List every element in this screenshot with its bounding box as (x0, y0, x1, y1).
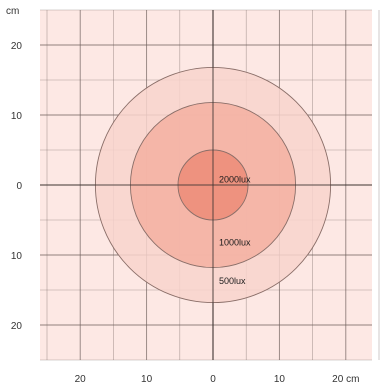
illuminance-zones (40, 10, 372, 360)
y-tick-label: 10 (11, 111, 23, 122)
y-tick-label: 0 (16, 181, 22, 192)
y-axis-unit-label: cm (6, 6, 19, 17)
x-axis-ticks: 20 10 0 10 20 cm (75, 374, 360, 385)
x-tick-label: 10 (141, 374, 153, 385)
y-tick-label: 20 (11, 321, 23, 332)
y-tick-label: 10 (11, 251, 23, 262)
zone-label-1000lux: 1000lux (219, 237, 251, 247)
zone-labels: 500lux 1000lux 2000lux (219, 174, 251, 286)
y-axis-ticks: 20 10 0 10 20 (11, 41, 23, 332)
x-tick-label: 20 (75, 374, 87, 385)
x-tick-label: 0 (210, 374, 216, 385)
y-tick-label: 20 (11, 41, 23, 52)
zone-label-2000lux: 2000lux (219, 174, 251, 184)
zone-label-500lux: 500lux (219, 276, 246, 286)
x-tick-label: 20 cm (332, 374, 359, 385)
x-tick-label: 10 (274, 374, 286, 385)
